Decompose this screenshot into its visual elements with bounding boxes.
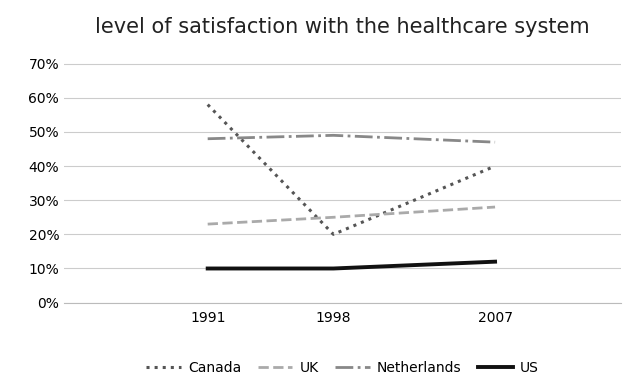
Title: level of satisfaction with the healthcare system: level of satisfaction with the healthcar… [95,17,589,37]
Legend: Canada, UK, Netherlands, US: Canada, UK, Netherlands, US [141,356,544,381]
